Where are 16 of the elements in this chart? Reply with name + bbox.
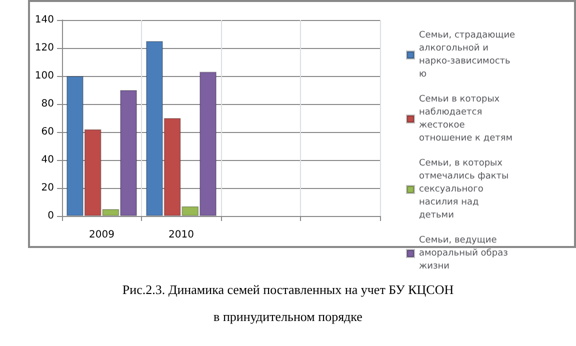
y-tick-label: 80: [41, 98, 54, 110]
text: в принудительном порядке: [214, 309, 363, 324]
y-tick-label: 100: [34, 70, 54, 82]
legend-label: Семьи, страдающие алкогольной и нарко-зависимостью: [419, 30, 518, 80]
y-tick-label: 60: [41, 126, 54, 138]
y-tick-label: 120: [34, 42, 54, 54]
y-tick-label: 140: [34, 14, 54, 26]
legend-label: Семьи, в которых отмечались факты сексуального насилия над детьми: [419, 158, 512, 220]
x-tick-label: 2009: [89, 230, 114, 240]
y-tick-label: 20: [41, 182, 54, 194]
legend-label: Семьи в которых наблюдается жестокое отношение к детям: [419, 94, 513, 144]
text: Рис.2.3. Динамика семей поставленных на учет БУ КЦСОН: [122, 282, 454, 297]
x-tick-label: 2010: [168, 230, 194, 240]
y-tick-label: 0: [48, 210, 54, 222]
y-tick-label: 40: [41, 154, 54, 166]
legend-label: Семьи, ведущие аморальный образ жизни: [419, 236, 511, 272]
